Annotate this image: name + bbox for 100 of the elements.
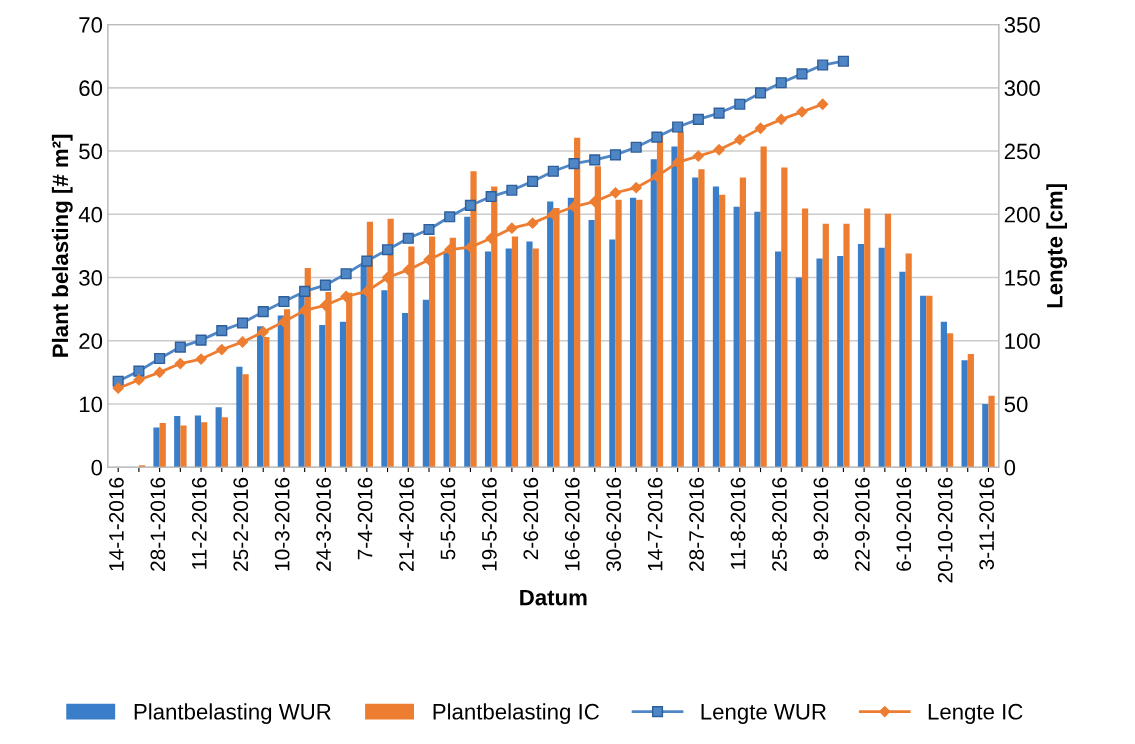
bar [692,177,699,468]
point [734,98,746,110]
bar [719,194,726,468]
x-tick-label: 28-7-2016 [689,477,704,571]
y-tick-label: 0 [91,459,103,476]
point [506,184,518,196]
bar [884,213,892,468]
y2-tick-label: 250 [1004,143,1040,160]
bar [967,354,974,468]
point [361,255,373,267]
point [734,134,746,146]
y-tick-label: 50 [79,143,103,160]
point [464,241,477,253]
x-tick-label: 22-9-2016 [854,477,870,571]
bar [174,416,181,468]
point [692,150,704,162]
y2-axis-title: Lengte [cm] [1046,184,1068,308]
point [319,279,331,291]
point [527,175,539,187]
legend-label: Lengte IC [928,703,1023,724]
point [216,325,228,337]
point [381,271,394,284]
y-tick-label: 20 [79,333,103,350]
y-tick-label: 10 [79,396,103,413]
point [754,122,767,134]
y2-tick-label: 200 [1004,206,1040,223]
bar [781,167,788,468]
bar [920,295,927,468]
bar [319,324,326,468]
x-tick-label: 25-8-2016 [772,477,787,571]
legend-label: Plantbelasting WUR [134,703,331,724]
x-tick-label: 20-10-2016 [937,477,953,583]
point [381,244,394,256]
y2-tick-label: 350 [1004,17,1040,33]
x-tick-label: 8-9-2016 [813,477,829,560]
bar [837,256,844,468]
y-tick-label: 40 [78,206,103,223]
point [651,131,663,143]
bar [236,366,243,468]
point [278,295,290,308]
y-axis-title: Plant belasting [# m²] [51,134,73,357]
x-tick-label: 3-11-2016 [979,477,995,570]
bar [650,159,657,468]
bar [857,243,865,468]
bar [443,252,450,468]
x-tick-label: 14-1-2016 [109,477,124,571]
bar [760,146,767,468]
bar [201,422,208,468]
bar [221,417,228,468]
point [195,353,207,365]
point [485,191,497,203]
point [154,352,166,365]
bar [733,206,740,468]
x-tick-label: 30-6-2016 [606,477,622,572]
y-tick-label: 60 [79,80,103,97]
point [817,59,829,71]
bar [775,251,782,468]
point [589,154,601,166]
bar [464,216,471,468]
bar [795,277,802,468]
x-tick-label: 25-2-2016 [233,477,249,571]
bar [194,415,202,468]
point [754,87,767,99]
point [236,317,249,329]
bar [215,407,222,468]
point [216,344,228,356]
point [174,341,186,353]
bar [298,293,305,468]
x-tick-label: 14-7-2016 [647,477,663,571]
point [796,68,808,80]
bar [712,186,720,468]
x-axis-title: Datum [520,589,587,606]
bar [698,169,705,468]
bar [381,290,388,468]
point [299,285,311,297]
point [775,113,787,126]
x-tick-label: 28-1-2016 [150,477,166,571]
point [257,306,269,318]
x-tick-label: 2-6-2016 [523,477,539,560]
point [713,107,725,119]
x-tick-label: 16-6-2016 [564,477,580,571]
bar [926,295,933,468]
point [402,232,414,244]
x-tick-label: 11-8-2016 [730,477,746,569]
bar [961,360,968,468]
bar [588,219,595,468]
y2-tick-label: 300 [1004,80,1040,97]
x-tick-label: 10-3-2016 [274,477,290,571]
bar [153,427,160,468]
y-tick-label: 30 [79,270,103,286]
point [609,149,622,161]
point [547,165,559,177]
point [257,326,269,338]
point [630,182,642,194]
bar [754,211,761,468]
bar [739,177,747,468]
bar [526,241,533,468]
point [174,357,186,370]
point [609,187,622,199]
bar [801,208,809,468]
